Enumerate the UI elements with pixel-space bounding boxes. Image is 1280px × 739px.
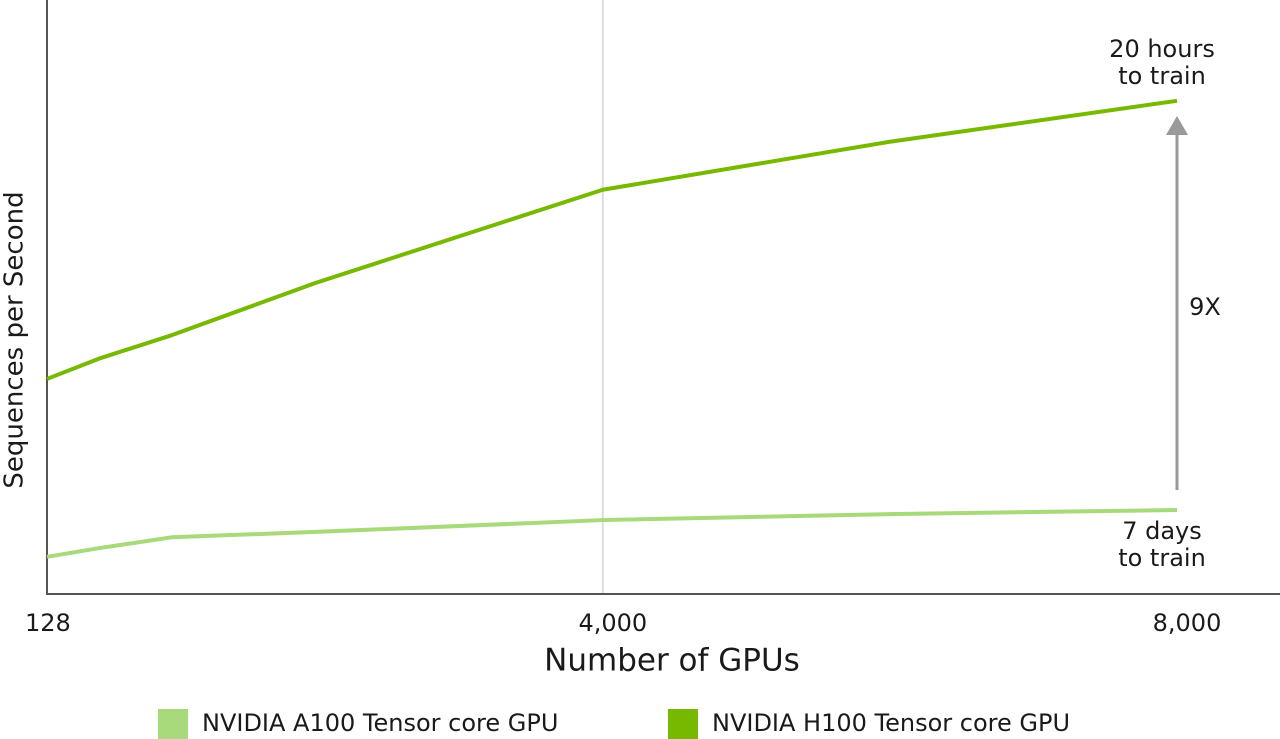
legend-swatch: [668, 709, 698, 739]
x-tick-label: 4,000: [578, 609, 647, 637]
legend-label: NVIDIA A100 Tensor core GPU: [202, 709, 558, 737]
arrow-head: [1166, 116, 1188, 135]
y-axis-title: Sequences per Second: [0, 191, 30, 488]
series-line: [46, 507, 1178, 559]
legend-swatch: [158, 709, 188, 739]
x-axis-title: Number of GPUs: [544, 643, 800, 679]
annotation: 9X: [1189, 293, 1221, 321]
legend-label: NVIDIA H100 Tensor core GPU: [712, 709, 1070, 737]
annotation: to train: [1118, 62, 1206, 90]
x-tick-label: 128: [25, 609, 71, 637]
series-line: [46, 98, 1178, 381]
annotation: 7 days: [1122, 517, 1202, 545]
annotation: 20 hours: [1109, 35, 1215, 63]
x-tick-label: 8,000: [1153, 609, 1222, 637]
annotation: to train: [1118, 544, 1206, 572]
